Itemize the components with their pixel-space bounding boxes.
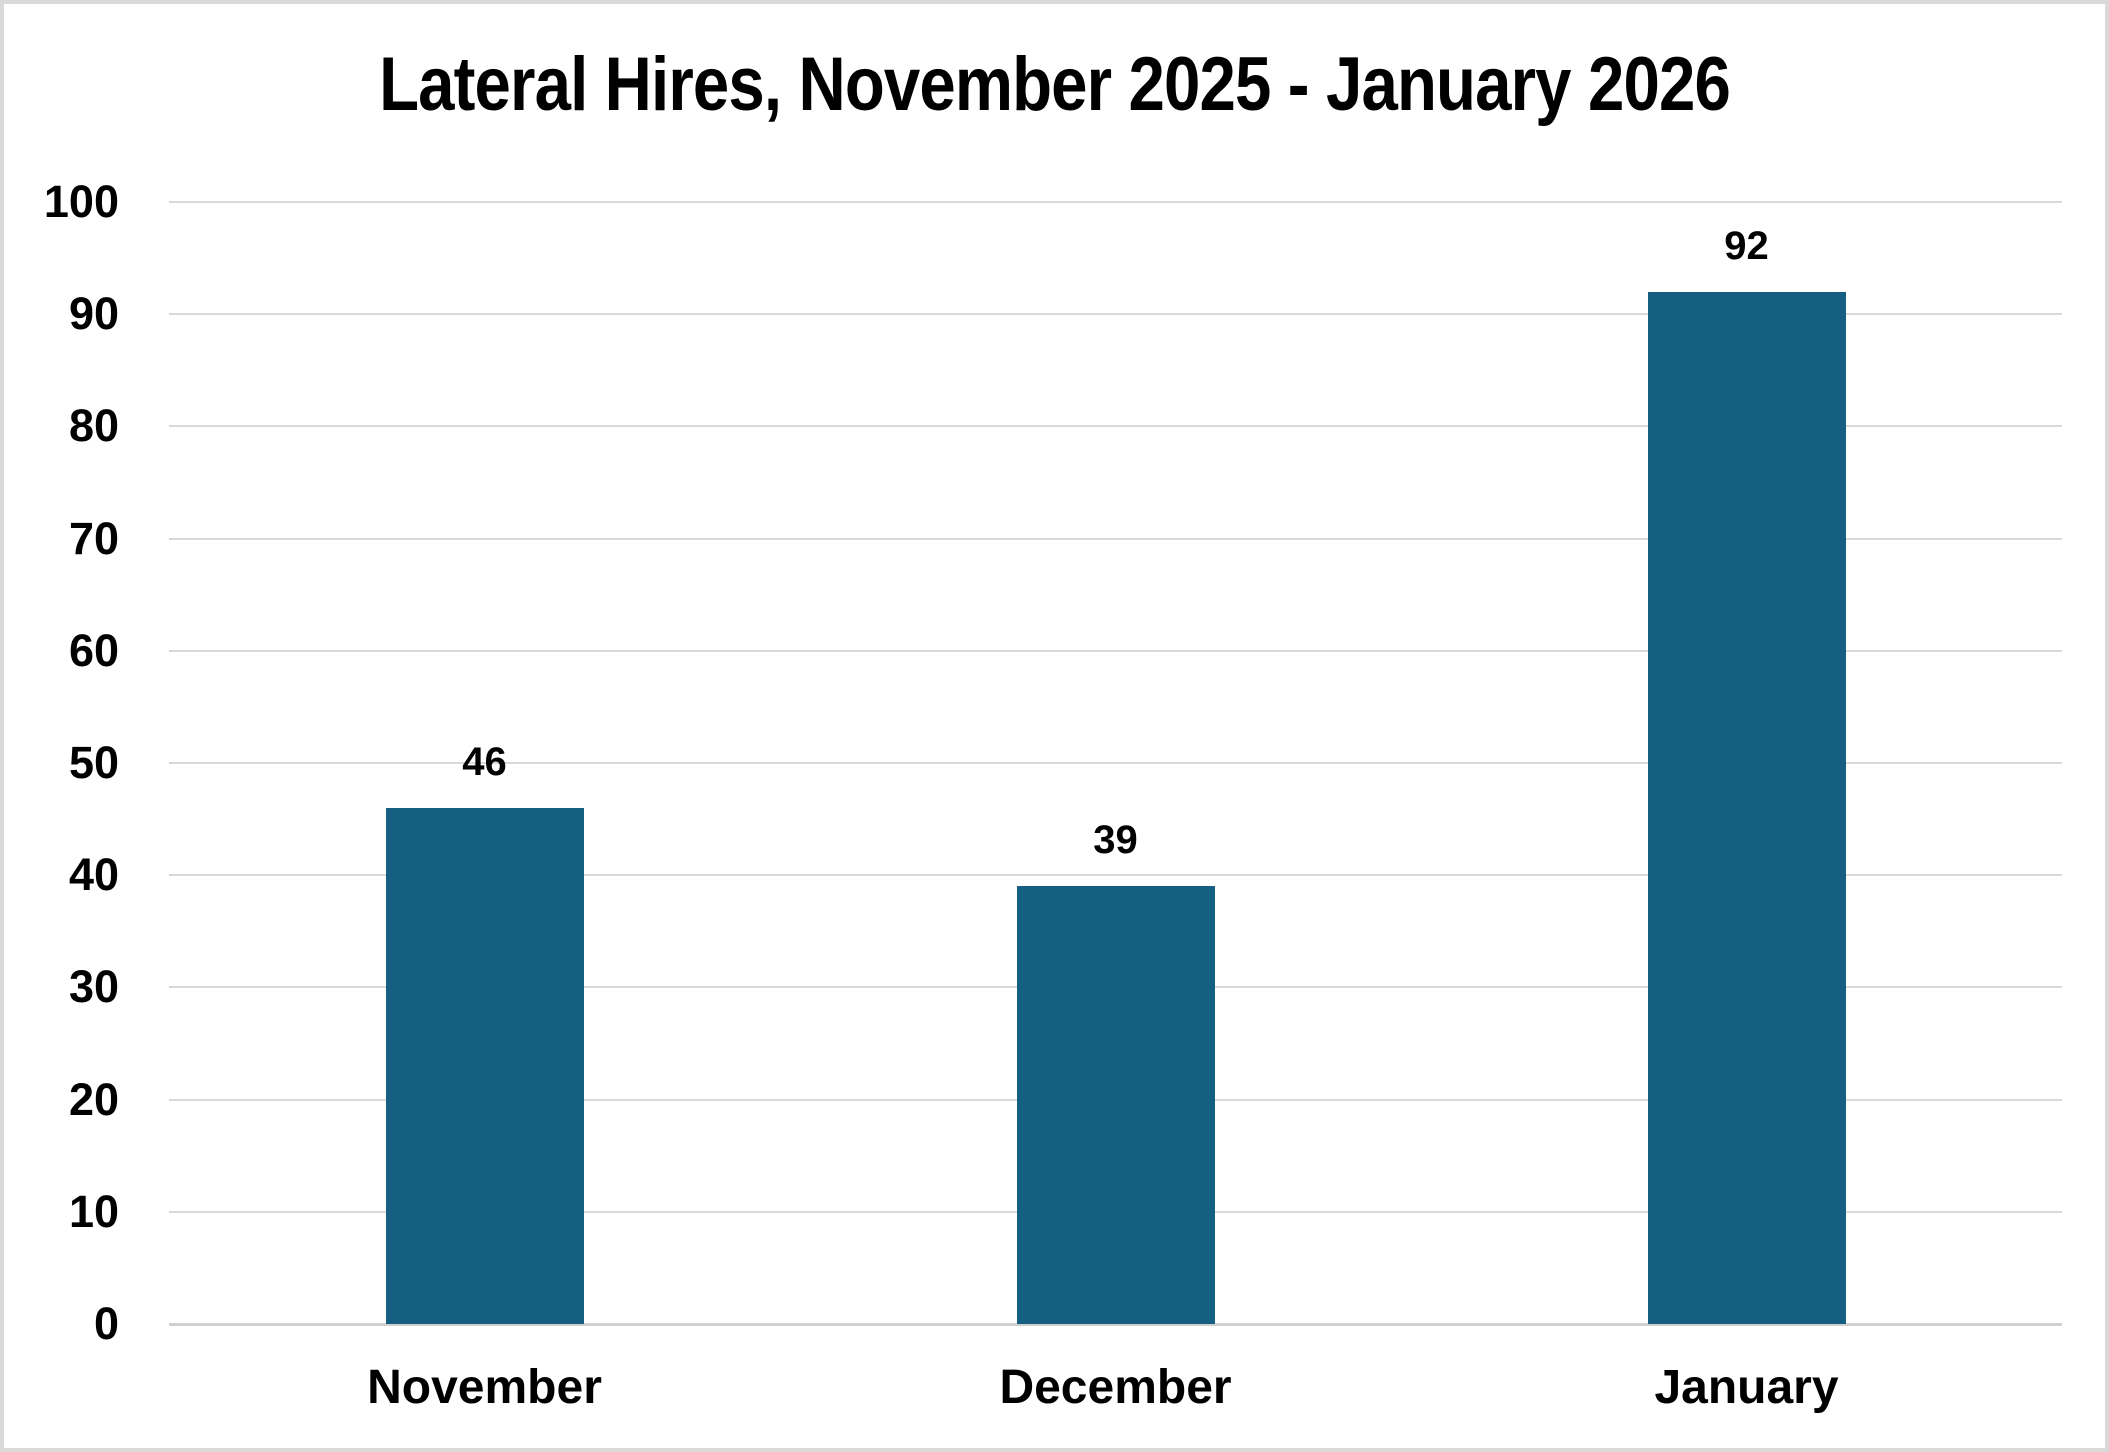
y-tick-label: 20 [68, 1073, 119, 1125]
gridline [169, 425, 2062, 428]
gridline [169, 201, 2062, 203]
gridline [169, 874, 2062, 877]
plot-area: 46 39 92 [169, 201, 2062, 1326]
gridline [169, 537, 2062, 540]
bar [385, 807, 584, 1324]
y-tick-label: 100 [43, 176, 119, 227]
y-tick-label: 30 [68, 961, 119, 1013]
bar-value-label: 39 [1093, 818, 1138, 863]
x-axis-line [169, 1323, 2062, 1326]
y-tick-label: 50 [68, 737, 119, 788]
chart-title: Lateral Hires, November 2025 - January 2… [379, 42, 1731, 127]
x-category-label: January [1654, 1361, 1839, 1414]
bar [1647, 291, 1846, 1324]
gridline [169, 762, 2062, 764]
bar-value-label: 46 [462, 739, 507, 784]
gridline [169, 313, 2062, 316]
y-tick-label: 70 [68, 512, 119, 564]
y-tick-label: 90 [68, 288, 119, 340]
y-tick-label: 80 [68, 400, 119, 452]
x-category-label: December [999, 1361, 1232, 1414]
y-tick-label: 0 [93, 1298, 119, 1349]
gridline [169, 649, 2062, 652]
y-tick-label: 60 [68, 624, 119, 676]
x-category-label: November [367, 1361, 602, 1414]
y-tick-label: 10 [68, 1185, 119, 1237]
bar [1016, 886, 1215, 1324]
y-tick-label: 40 [68, 849, 119, 901]
bar-value-label: 92 [1724, 223, 1769, 268]
